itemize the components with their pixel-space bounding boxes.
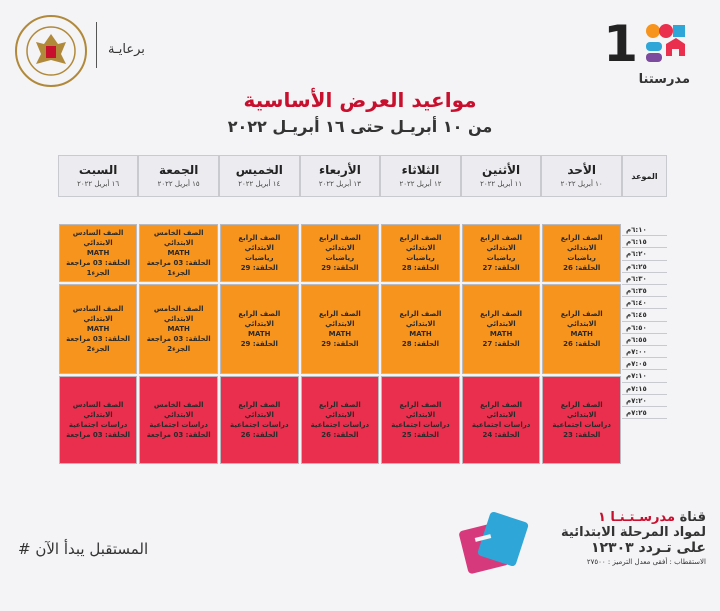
books-illustration — [459, 511, 529, 574]
ministry-seal — [15, 15, 87, 87]
sponsor-divider — [96, 22, 97, 68]
page-title: مواعيد العرض الأساسية — [243, 88, 477, 112]
time-slot: ٦:١٠م — [622, 224, 667, 237]
day-date: ١٣ أبريل ٢٠٢٢ — [318, 180, 361, 188]
time-slot: ٦:٤٥م — [622, 309, 667, 322]
day-name: الجمعة — [159, 163, 199, 177]
day-date: ١٢ أبريل ٢٠٢٢ — [399, 180, 442, 188]
program-cell: الصف الرابع الابتدائي دراسات اجتماعية ال… — [542, 376, 621, 464]
program-cell: الصف الرابع الابتدائي دراسات اجتماعية ال… — [300, 376, 380, 464]
time-slot: ٦:٢٠م — [622, 248, 667, 261]
channel-line2: لمواد المرحلة الابتدائية — [561, 525, 706, 540]
madrasetna-logo: 1 مدرستنا — [596, 14, 706, 88]
channel-reception: الاستقطاب : أفقى معدل الترميز : ٢٧٥٠٠ — [586, 558, 706, 566]
day-name: الأحد — [567, 163, 596, 177]
time-slot: ٦:٢٥م — [622, 261, 667, 273]
program-cell: الصف السادس الابتدائي MATH الحلقة: 03 مر… — [58, 224, 138, 282]
day-date: ١١ أبريل ٢٠٢٢ — [480, 180, 523, 188]
logo-text: مدرستنا — [638, 72, 690, 87]
day-header: الثلاثاء ١٢ أبريل ٢٠٢٢ — [380, 155, 461, 197]
channel-prefix: قناة — [679, 510, 706, 525]
sponsor-label: برعايـة — [108, 42, 145, 57]
day-name: الثلاثاء — [401, 163, 440, 177]
time-slot: ٦:٣٥م — [622, 285, 667, 298]
program-cell: الصف الرابع الابتدائي رياضيات الحلقة: 29 — [300, 224, 380, 282]
day-name: الأثنين — [482, 163, 521, 177]
time-slot: ٦:٤٠م — [622, 297, 667, 310]
time-slot: ٧:٠٥م — [622, 358, 667, 371]
page-subtitle: من ١٠ أبريـل حتى ١٦ أبريـل ٢٠٢٢ — [227, 117, 493, 136]
program-cell: الصف الرابع الابتدائي MATH الحلقة: 26 — [542, 284, 621, 374]
program-cell: الصف الخامس الابتدائي MATH الحلقة: 03 مر… — [139, 224, 218, 282]
program-cell: الصف السادس الابتدائي دراسات اجتماعية ال… — [58, 376, 138, 464]
time-slot: ٦:٣٠م — [622, 273, 667, 285]
program-cell: الصف الخامس الابتدائي دراسات اجتماعية ال… — [139, 376, 218, 464]
program-cell: الصف الرابع الابتدائي رياضيات الحلقة: 28 — [381, 224, 460, 282]
program-cell: الصف الرابع الابتدائي MATH الحلقة: 27 — [461, 284, 541, 374]
program-cell: الصف الخامس الابتدائي MATH الحلقة: 03 مر… — [139, 284, 218, 374]
time-slot: ٦:٥٠م — [622, 322, 667, 334]
day-name: الخميس — [235, 163, 283, 177]
day-header: الأحد ١٠ أبريل ٢٠٢٢ — [541, 155, 622, 197]
time-slot: ٦:١٥م — [622, 236, 667, 249]
day-date: ١٥ أبريل ٢٠٢٢ — [157, 180, 200, 188]
channel-info: قناة مدرسـتـنـا ١ لمواد المرحلة الابتدائ… — [561, 510, 706, 566]
day-header: السبت ١٦ أبريل ٢٠٢٢ — [57, 155, 139, 197]
program-cell: الصف الرابع الابتدائي رياضيات الحلقة: 26 — [542, 224, 621, 282]
day-header: الأربعاء ١٣ أبريل ٢٠٢٢ — [299, 155, 381, 197]
channel-name: مدرسـتـنـا ١ — [597, 510, 676, 525]
time-slot: ٧:٢٥م — [622, 407, 667, 420]
program-cell: الصف الرابع الابتدائي MATH الحلقة: 29 — [300, 284, 380, 374]
program-cell: الصف الرابع الابتدائي دراسات اجتماعية ال… — [461, 376, 541, 464]
time-slot: ٧:١٥م — [622, 383, 667, 395]
program-cell: الصف الرابع الابتدائي MATH الحلقة: 28 — [381, 284, 460, 374]
program-cell: الصف الرابع الابتدائي دراسات اجتماعية ال… — [381, 376, 460, 464]
program-cell: الصف السادس الابتدائي MATH الحلقة: 03 مر… — [58, 284, 138, 374]
day-date: ١٤ أبريل ٢٠٢٢ — [238, 180, 281, 188]
day-header: الخميس ١٤ أبريل ٢٠٢٢ — [219, 155, 300, 197]
logo-icon — [646, 24, 685, 62]
time-header: الموعد — [622, 155, 667, 197]
program-cell: الصف الرابع الابتدائي رياضيات الحلقة: 29 — [220, 224, 299, 282]
logo-digit: 1 — [603, 15, 638, 73]
channel-title: قناة مدرسـتـنـا ١ — [561, 510, 706, 525]
day-header: الجمعة ١٥ أبريل ٢٠٢٢ — [138, 155, 219, 197]
schedule-header-row: الأحد ١٠ أبريل ٢٠٢٢ الأثنين ١١ أبريل ٢٠٢٢ ال… — [57, 155, 667, 197]
day-name: السبت — [78, 163, 118, 177]
channel-frequency: على تـردد ١٢٣٠٣ — [590, 540, 706, 556]
program-cell: الصف الرابع الابتدائي MATH الحلقة: 29 — [220, 284, 299, 374]
time-slot: ٧:٠٠م — [622, 346, 667, 359]
day-date: ١٠ أبريل ٢٠٢٢ — [560, 180, 603, 188]
day-name: الأربعاء — [318, 163, 361, 177]
time-slot: ٧:١٠م — [622, 370, 667, 383]
program-cell: الصف الرابع الابتدائي رياضيات الحلقة: 27 — [461, 224, 541, 282]
footer-hashtag: # المستقبل يبدأ الآن — [18, 540, 149, 558]
time-slot: ٦:٥٥م — [622, 334, 667, 346]
time-slot: ٧:٢٠م — [622, 395, 667, 407]
day-date: ١٦ أبريل ٢٠٢٢ — [77, 180, 120, 188]
day-header: الأثنين ١١ أبريل ٢٠٢٢ — [460, 155, 542, 197]
program-cell: الصف الرابع الابتدائي دراسات اجتماعية ال… — [220, 376, 299, 464]
